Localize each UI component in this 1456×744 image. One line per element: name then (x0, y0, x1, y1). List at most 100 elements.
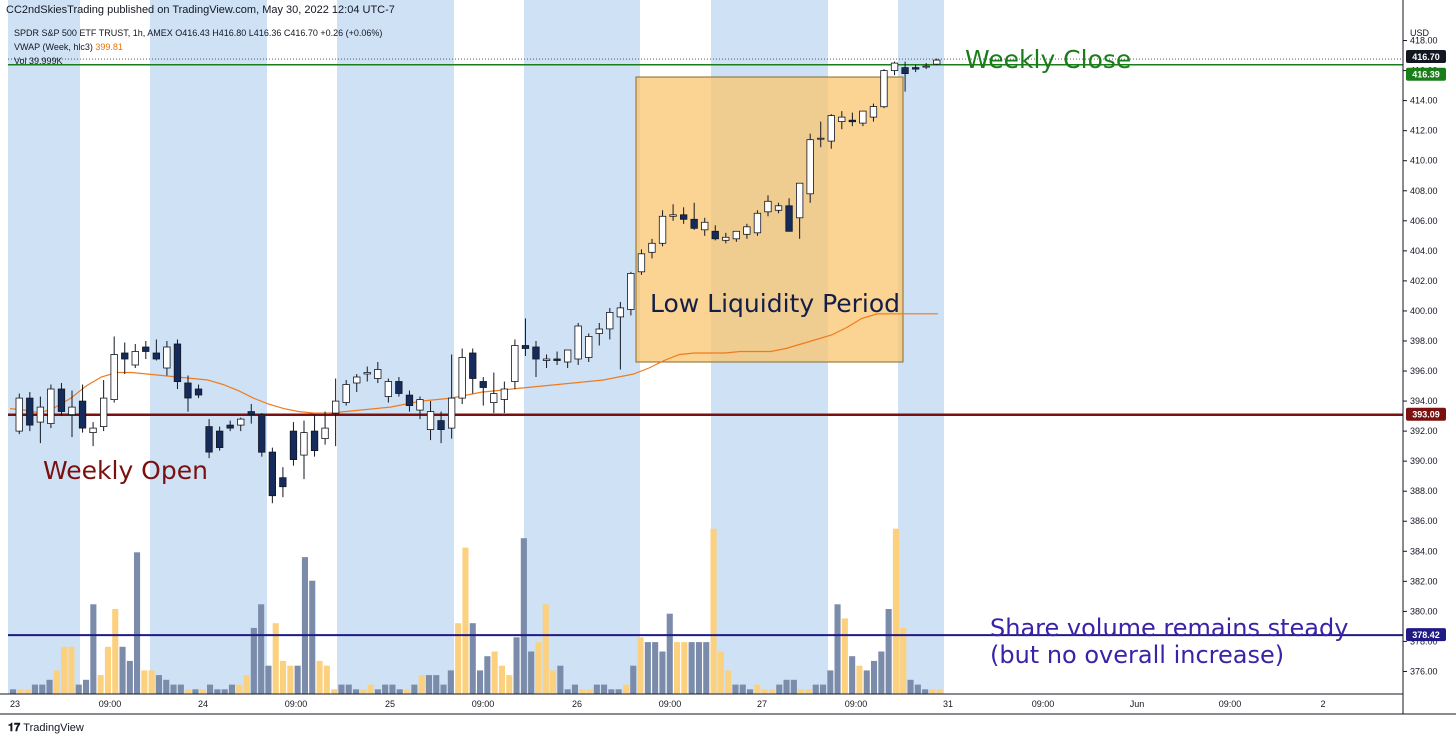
candle-body (743, 226, 751, 235)
volume-bar (112, 609, 119, 694)
candle-body (279, 477, 287, 488)
y-tick-label: 414.00 (1410, 96, 1438, 106)
volume-bar (754, 684, 761, 694)
candle-body (163, 346, 171, 369)
volume-bar (360, 689, 367, 694)
volume-bar (61, 646, 68, 694)
volume-bar (907, 679, 914, 694)
volume-bar (287, 665, 294, 694)
volume-bar (192, 689, 199, 694)
volume-bar (739, 684, 746, 694)
candle-body (627, 272, 635, 310)
volume-bar (856, 665, 863, 694)
volume-bar (827, 670, 834, 694)
candle-body (458, 357, 466, 399)
x-tick-label: 09:00 (659, 699, 682, 709)
y-tick-label: 408.00 (1410, 186, 1438, 196)
candle-body (78, 400, 87, 429)
volume-bar (323, 665, 330, 694)
volume-bar (53, 670, 60, 694)
volume-bars (10, 528, 943, 694)
y-tick-label: 394.00 (1410, 396, 1438, 406)
volume-bar (783, 679, 790, 694)
candle-body (680, 214, 688, 220)
volume-bar (228, 684, 235, 694)
candle-body (426, 411, 435, 431)
vwap-legend[interactable]: VWAP (Week, hlc3) 399.81 (14, 42, 123, 52)
volume-bar (805, 689, 812, 694)
volume-bar (316, 660, 323, 694)
volume-bar (528, 651, 535, 694)
candle-body (912, 67, 920, 70)
volume-legend[interactable]: Vol 39.999K (14, 56, 63, 66)
volume-bar (250, 627, 257, 694)
volume-bar (644, 642, 651, 694)
candle-body (711, 230, 719, 240)
volume-bar (878, 651, 885, 694)
candle-body (500, 388, 509, 400)
volume-bar (601, 684, 608, 694)
candle-body (215, 430, 224, 449)
candle-body (300, 432, 308, 456)
x-tick-label: 09:00 (1219, 699, 1242, 709)
candle-body (827, 115, 835, 142)
x-tick-label: 09:00 (472, 699, 495, 709)
volume-note-line-2: (but no overall increase) (990, 641, 1285, 669)
candle-body (511, 345, 519, 382)
y-tick-label: 406.00 (1410, 216, 1438, 226)
volume-bar (820, 684, 827, 694)
candle-body (880, 70, 888, 108)
volume-bar (695, 642, 702, 694)
candle-body (553, 358, 561, 361)
y-tick-label: 386.00 (1410, 516, 1438, 526)
y-tick-label: 404.00 (1410, 246, 1438, 256)
candle-body (817, 137, 825, 140)
volume-bar (221, 689, 228, 694)
volume-bar (433, 675, 440, 694)
volume-bar (732, 684, 739, 694)
y-tick-label: 390.00 (1410, 456, 1438, 466)
candle-body (47, 388, 55, 424)
volume-bar (90, 604, 97, 694)
volume-bar (447, 670, 454, 694)
volume-bar (550, 670, 557, 694)
volume-bar (462, 547, 469, 694)
candle-body (384, 381, 393, 397)
x-tick-label: 23 (10, 699, 20, 709)
volume-note-line-1: Share volume remains steady (990, 614, 1349, 642)
y-tick-label: 392.00 (1410, 426, 1438, 436)
volume-bar (790, 679, 797, 694)
volume-bar (630, 665, 637, 694)
volume-bar (776, 684, 783, 694)
candle-body (36, 406, 44, 423)
volume-bar (557, 665, 564, 694)
volume-bar (170, 684, 177, 694)
weekly-open-label: Weekly Open (43, 456, 208, 485)
volume-bar (39, 684, 46, 694)
candle-body (194, 388, 203, 396)
price-label: 416.70 (1412, 52, 1440, 62)
candle-body (859, 110, 867, 124)
candle-body (258, 414, 266, 453)
volume-bar (849, 656, 856, 694)
volume-bar (892, 528, 899, 694)
tradingview-brand[interactable]: 𝟏𝟕 TradingView (8, 722, 84, 734)
volume-bar (564, 689, 571, 694)
volume-bar (24, 689, 31, 694)
volume-bar (353, 689, 360, 694)
candle-body (753, 212, 762, 234)
vwap-value: 399.81 (95, 42, 123, 52)
y-tick-label: 376.00 (1410, 666, 1438, 676)
volume-bar (309, 580, 316, 694)
candle-body (131, 351, 139, 366)
x-tick-label: 09:00 (1032, 699, 1055, 709)
volume-bar (280, 660, 287, 694)
x-tick-label: 31 (943, 699, 953, 709)
candle-body (922, 65, 930, 68)
symbol-legend[interactable]: SPDR S&P 500 ETF TRUST, 1h, AMEX O416.43… (14, 28, 382, 38)
candle-body (595, 328, 603, 334)
candle-body (353, 376, 361, 384)
candle-body (532, 346, 540, 360)
volume-bar (374, 689, 381, 694)
